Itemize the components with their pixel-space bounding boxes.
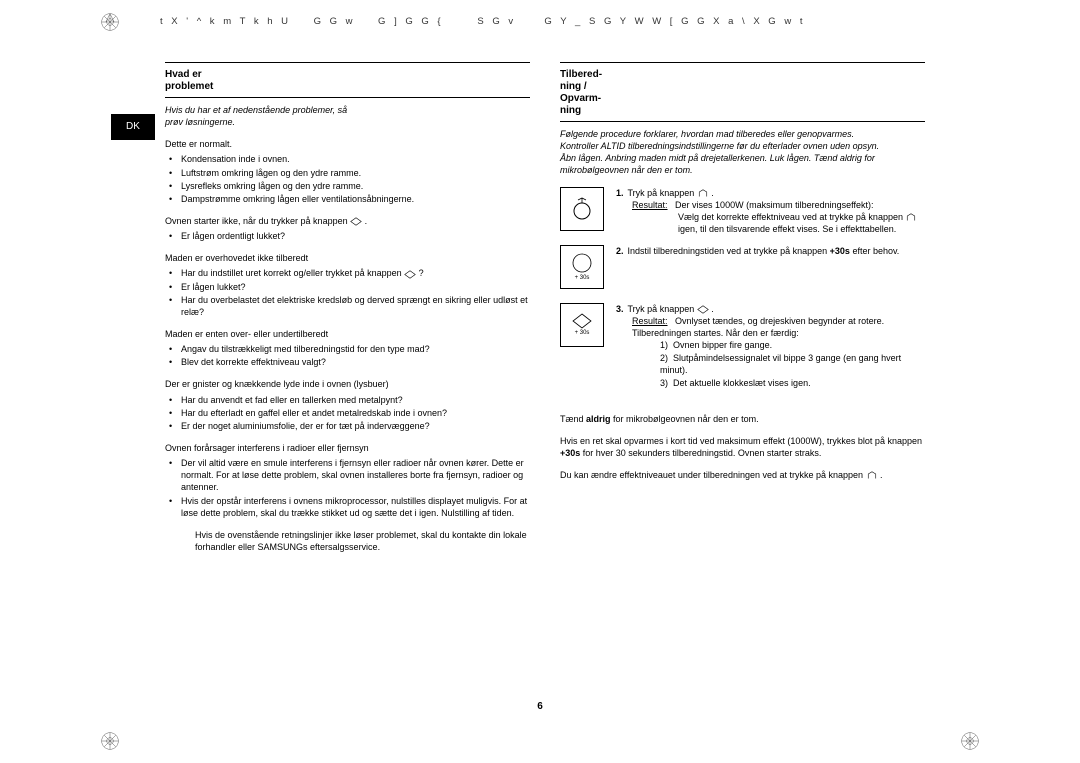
list-item: Lysrefleks omkring lågen og den ydre ram…: [165, 180, 530, 192]
power-icon: [905, 213, 917, 222]
step3-result: Ovnlyset tændes, og drejeskiven begynder…: [632, 316, 884, 338]
list-item: Angav du tilstrækkeligt med tilberedning…: [165, 343, 530, 355]
step3-l2: Slutpåmindelsessignalet vil bippe 3 gang…: [660, 353, 901, 375]
step3-l3: Det aktuelle klokkeslæt vises igen.: [673, 378, 811, 388]
power-icon: [866, 471, 878, 480]
timer-30s-icon: + 30s: [560, 245, 604, 289]
step-2: + 30s 2. Indstil tilberedningstiden ved a…: [560, 245, 925, 295]
sec1-heading: Dette er normalt.: [165, 138, 530, 150]
list-item: Har du anvendt et fad eller en tallerken…: [165, 394, 530, 406]
step2-text1: Indstil tilberedningstiden ved at trykke…: [628, 246, 830, 256]
step-number: 2.: [616, 246, 624, 256]
right-title-2: ning /: [560, 81, 587, 92]
sec5-heading: Der er gnister og knækkende lyde inde i …: [165, 378, 530, 390]
step1-result3: igen, til den tilsvarende effekt vises. …: [678, 224, 896, 234]
right-intro-3: Åbn lågen. Anbring maden midt på drejeta…: [560, 152, 925, 176]
footnote: Hvis de ovenstående retningslinjer ikke …: [165, 529, 530, 553]
step2-btn: +30s: [830, 246, 850, 256]
language-tab: DK: [111, 114, 155, 140]
list-item: Er lågen ordentligt lukket?: [165, 230, 530, 242]
list-item: Der vil altid være en smule interferens …: [165, 457, 530, 493]
step-3: + 30s 3.Tryk på knappen . Resultat: Ovnl…: [560, 303, 925, 391]
left-column: Hvad er problemet Hvis du har et af nede…: [165, 62, 530, 553]
right-column: Tilbered- ning / Opvarm- ning Følgende p…: [560, 62, 925, 553]
rosette-icon: [100, 731, 120, 751]
result-label: Resultat:: [632, 316, 668, 326]
right-title-4: ning: [560, 105, 581, 116]
list-item: Har du overbelastet det elektriske kreds…: [165, 294, 530, 318]
result-label: Resultat:: [632, 200, 668, 210]
header-code: t X ' ^ k m T k h U G G w G ] G G { S G …: [160, 16, 805, 29]
list-item: Kondensation inde i ovnen.: [165, 153, 530, 165]
rosette-icon: [100, 12, 120, 32]
warning-3: Du kan ændre effektniveauet under tilber…: [560, 469, 925, 481]
sec3-heading: Maden er overhovedet ikke tilberedt: [165, 252, 530, 264]
sec2-heading: Ovnen starter ikke, når du trykker på kn…: [165, 216, 350, 226]
list-item: Blev det korrekte effektniveau valgt?: [165, 356, 530, 368]
list-item: Hvis der opstår interferens i ovnens mik…: [165, 495, 530, 519]
left-intro-2: prøv løsningerne.: [165, 117, 235, 127]
rosette-icon: [960, 731, 980, 751]
step1-result2: Vælg det korrekte effektniveau ved at tr…: [678, 212, 905, 222]
start-icon: [404, 270, 416, 279]
list-item: Dampstrømme omkring lågen eller ventilat…: [165, 193, 530, 205]
step3-text: Tryk på knappen: [628, 304, 697, 314]
start-30s-icon: + 30s: [560, 303, 604, 347]
list-item: Har du indstillet uret korrekt og/eller …: [165, 267, 530, 279]
step-number: 1.: [616, 188, 624, 198]
left-title-2: problemet: [165, 81, 213, 92]
list-item: Luftstrøm omkring lågen og den ydre ramm…: [165, 167, 530, 179]
start-icon: [350, 217, 362, 226]
right-intro-1: Følgende procedure forklarer, hvordan ma…: [560, 128, 925, 140]
step3-l1: Ovnen bipper fire gange.: [673, 340, 772, 350]
warning-1: Tænd aldrig for mikrobølgeovnen når den …: [560, 413, 925, 425]
step-1: 1.Tryk på knappen . Resultat: Der vises …: [560, 187, 925, 237]
page-content: DK Hvad er problemet Hvis du har et af n…: [165, 62, 925, 553]
right-title-3: Opvarm-: [560, 93, 601, 104]
page-number: 6: [537, 700, 543, 714]
step2-text3: efter behov.: [850, 246, 899, 256]
left-intro-1: Hvis du har et af nedenstående problemer…: [165, 105, 347, 115]
sec4-heading: Maden er enten over- eller undertilbered…: [165, 328, 530, 340]
power-icon: [697, 189, 709, 198]
right-intro-2: Kontroller ALTID tilberedningsindstillin…: [560, 140, 925, 152]
step1-result1: Der vises 1000W (maksimum tilberedningse…: [675, 200, 873, 210]
power-dial-icon: [560, 187, 604, 231]
warning-2: Hvis en ret skal opvarmes i kort tid ved…: [560, 435, 925, 459]
start-icon: [697, 305, 709, 314]
step-number: 3.: [616, 304, 624, 314]
step1-text: Tryk på knappen: [628, 188, 697, 198]
list-item: Har du efterladt en gaffel eller et ande…: [165, 407, 530, 419]
left-title-1: Hvad er: [165, 69, 202, 80]
sec6-heading: Ovnen forårsager interferens i radioer e…: [165, 442, 530, 454]
list-item: Er lågen lukket?: [165, 281, 530, 293]
right-title-1: Tilbered-: [560, 69, 602, 80]
list-item: Er der noget aluminiumsfolie, der er for…: [165, 420, 530, 432]
